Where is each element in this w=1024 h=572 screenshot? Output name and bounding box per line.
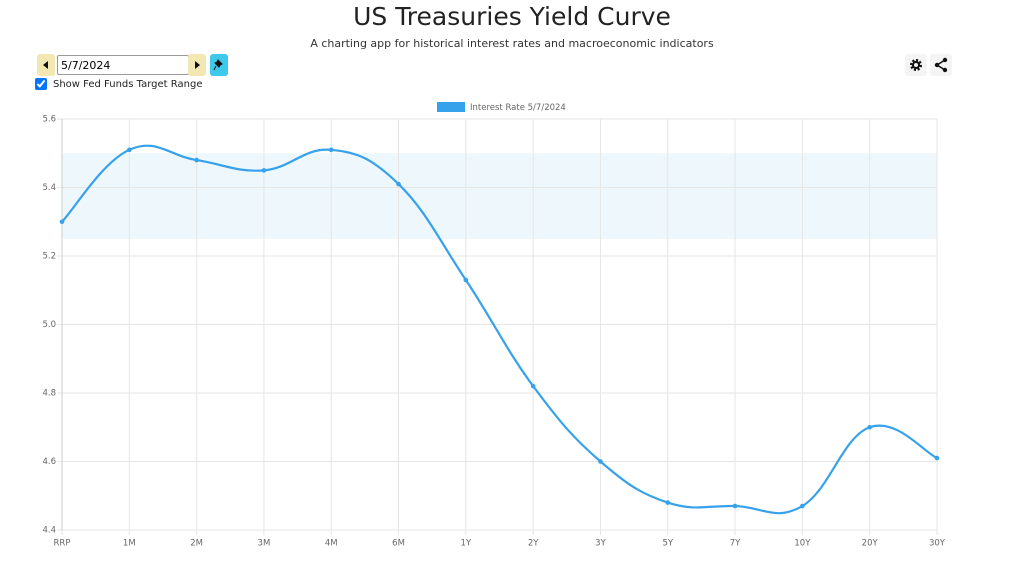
prev-date-button[interactable] xyxy=(37,54,55,76)
y-tick-label: 5.4 xyxy=(42,183,56,193)
data-point xyxy=(328,147,334,153)
data-point xyxy=(598,459,603,464)
y-tick-label: 5.2 xyxy=(42,252,56,262)
x-tick-label: 6M xyxy=(392,539,405,549)
legend-label: Interest Rate 5/7/2024 xyxy=(470,103,566,113)
x-tick-label: RRP xyxy=(54,539,71,549)
fed-funds-label[interactable]: Show Fed Funds Target Range xyxy=(53,79,203,90)
x-tick-label: 30Y xyxy=(929,539,946,549)
x-tick-label: 20Y xyxy=(862,539,879,549)
x-tick-label: 1Y xyxy=(461,539,472,549)
data-point xyxy=(665,500,671,505)
x-tick-label: 1M xyxy=(123,539,136,549)
data-point xyxy=(463,277,469,283)
legend-swatch xyxy=(437,102,465,112)
data-point xyxy=(194,157,199,163)
y-tick-label: 5.6 xyxy=(42,115,56,125)
x-tick-label: 4M xyxy=(325,539,338,549)
y-tick-label: 4.6 xyxy=(42,457,56,467)
x-tick-label: 3M xyxy=(258,539,271,549)
fed-funds-checkbox[interactable] xyxy=(35,78,47,90)
y-tick-label: 4.8 xyxy=(42,389,56,399)
data-point xyxy=(800,503,805,509)
data-point xyxy=(867,424,872,430)
y-tick-label: 5.0 xyxy=(42,320,56,330)
x-tick-label: 2Y xyxy=(528,539,539,549)
fed-funds-band xyxy=(62,153,937,239)
pin-button[interactable] xyxy=(210,54,228,76)
y-tick-label: 4.4 xyxy=(42,526,56,536)
data-point xyxy=(261,168,267,173)
settings-button[interactable] xyxy=(905,54,927,76)
x-tick-label: 10Y xyxy=(794,539,811,549)
x-tick-label: 2M xyxy=(190,539,203,549)
x-tick-label: 3Y xyxy=(595,539,606,549)
x-tick-label: 7Y xyxy=(730,539,741,549)
data-point xyxy=(732,503,738,509)
data-point xyxy=(934,455,940,461)
data-point xyxy=(530,383,536,389)
x-tick-label: 5Y xyxy=(662,539,673,549)
share-button[interactable] xyxy=(930,54,952,76)
data-point xyxy=(396,181,401,187)
app-subtitle: A charting app for historical interest r… xyxy=(310,37,714,50)
next-date-button[interactable] xyxy=(188,54,206,76)
data-point xyxy=(127,147,132,153)
app-title: US Treasuries Yield Curve xyxy=(353,2,671,31)
data-point xyxy=(59,219,65,225)
